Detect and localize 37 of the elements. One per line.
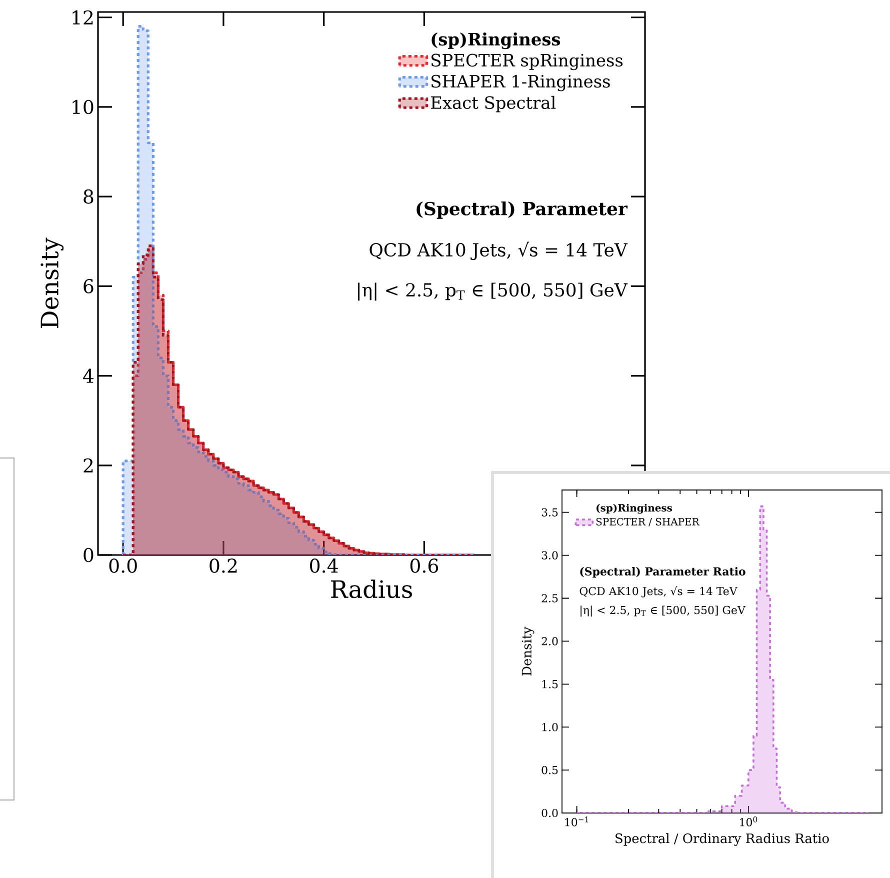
x-axis-title: Radius [331, 580, 412, 598]
y-tick-label: 3.0 [542, 551, 558, 560]
legend-label: SPECTER / SHAPER [596, 518, 700, 526]
legend-label: SHAPER 1-Ringiness [432, 74, 610, 92]
y-tick-label: 0 [84, 548, 94, 562]
y-axis-title: Density [522, 626, 534, 676]
annotation: QCD AK10 Jets, √s = 14 TeV [370, 242, 628, 260]
y-tick-label: 0.5 [542, 766, 558, 774]
annotation: (Spectral) Parameter Ratio [580, 567, 746, 578]
annotation: QCD AK10 Jets, √s = 14 TeV [580, 586, 738, 598]
x-tick-label: 0.2 [210, 558, 237, 573]
y-tick-label: 6 [84, 279, 94, 294]
y-tick-label: 12 [72, 10, 93, 24]
x-tick-label: 10$^{−1}$ [565, 816, 588, 826]
x-tick-label: 0.4 [310, 558, 338, 573]
annotation: (Spectral) Parameter [416, 202, 628, 219]
y-tick-label: 4 [83, 368, 94, 383]
legend-label: Exact Spectral [431, 96, 556, 112]
y-tick-label: 0.0 [542, 808, 558, 818]
x-tick-label: 0.6 [410, 558, 438, 573]
x-tick-label: 0.0 [109, 558, 137, 573]
y-tick-label: 8 [84, 189, 94, 204]
y-tick-label: 3.5 [542, 508, 558, 516]
annotation: |η| < 2.5, p$_{T}$ ∈ [500, 550] GeV [580, 606, 746, 617]
y-tick-label: 2.5 [542, 594, 558, 602]
x-tick-label: 10$^{0}$ [740, 816, 758, 826]
annotation: |η| < 2.5, p$_{T}$ ∈ [500, 550] GeV [358, 282, 628, 301]
y-tick-label: 2.0 [542, 637, 558, 646]
y-axis-title: Density [40, 238, 64, 328]
y-tick-label: 10 [72, 100, 94, 114]
y-tick-label: 1.0 [542, 722, 558, 732]
legend-label: SPECTER spRinginess [432, 54, 623, 70]
legend-title: (sp)Ringiness [432, 32, 560, 50]
x-axis-title: Spectral / Ordinary Radius Ratio [616, 833, 829, 846]
legend-title: (sp)Ringiness [596, 504, 672, 514]
y-tick-label: 1.5 [542, 680, 558, 688]
y-tick-label: 2 [84, 458, 93, 472]
